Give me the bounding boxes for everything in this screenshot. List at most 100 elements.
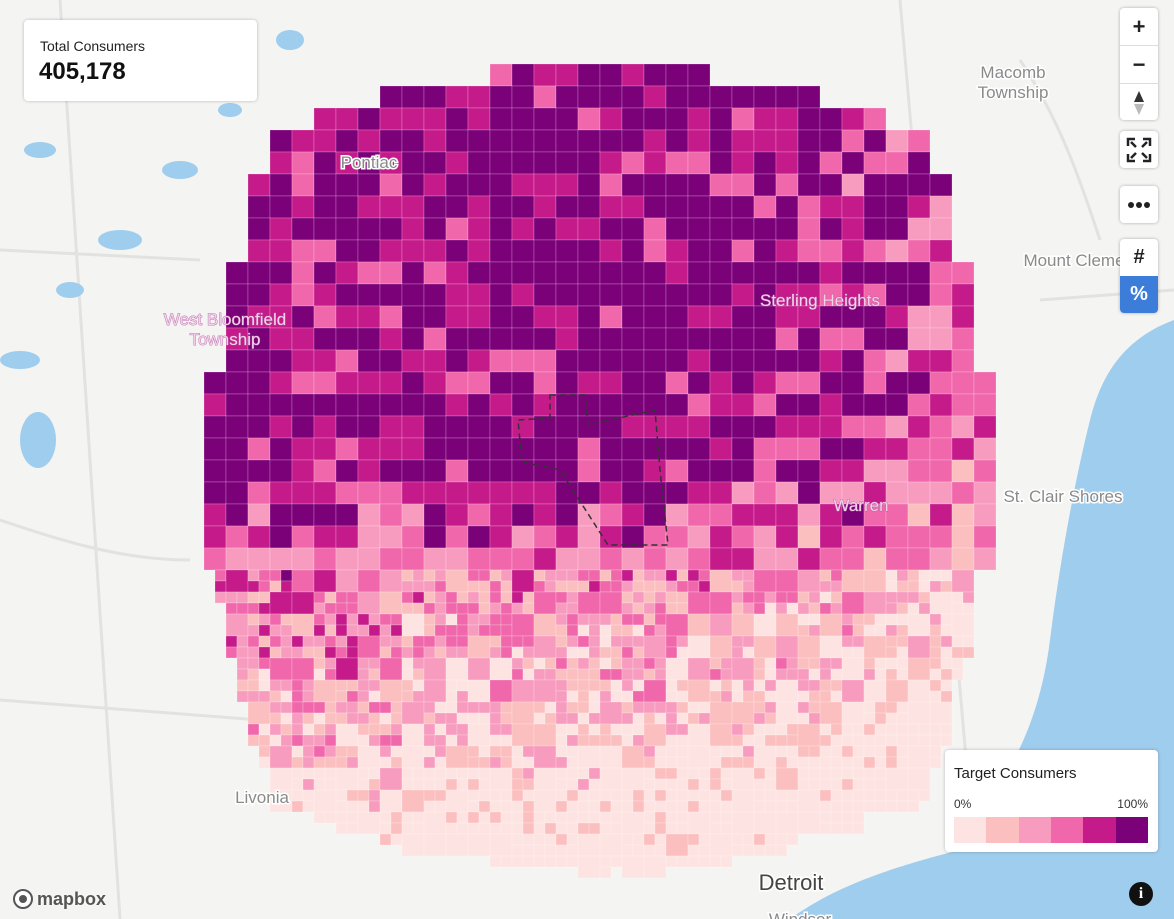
region-cell[interactable] xyxy=(390,701,403,714)
region-cell[interactable] xyxy=(269,701,282,714)
region-cell[interactable] xyxy=(445,833,469,857)
region-cell[interactable] xyxy=(830,756,843,769)
region-cell[interactable] xyxy=(566,613,579,626)
region-cell[interactable] xyxy=(709,129,733,153)
region-cell[interactable] xyxy=(445,239,469,263)
region-cell[interactable] xyxy=(423,767,436,780)
region-cell[interactable] xyxy=(885,723,898,736)
region-cell[interactable] xyxy=(863,415,887,439)
region-cell[interactable] xyxy=(764,844,777,857)
region-cell[interactable] xyxy=(775,261,799,285)
region-cell[interactable] xyxy=(841,756,854,769)
region-cell[interactable] xyxy=(654,624,667,637)
region-cell[interactable] xyxy=(390,756,403,769)
region-cell[interactable] xyxy=(797,613,810,626)
region-cell[interactable] xyxy=(533,811,546,824)
region-cell[interactable] xyxy=(654,580,667,593)
region-cell[interactable] xyxy=(742,734,755,747)
region-cell[interactable] xyxy=(511,195,535,219)
region-cell[interactable] xyxy=(236,679,249,692)
region-cell[interactable] xyxy=(687,239,711,263)
region-cell[interactable] xyxy=(885,173,909,197)
region-cell[interactable] xyxy=(577,657,590,670)
region-cell[interactable] xyxy=(555,349,579,373)
region-cell[interactable] xyxy=(313,679,337,703)
region-cell[interactable] xyxy=(500,701,513,714)
region-cell[interactable] xyxy=(731,745,744,758)
region-cell[interactable] xyxy=(577,85,601,109)
region-cell[interactable] xyxy=(830,734,843,747)
region-cell[interactable] xyxy=(522,602,535,615)
region-cell[interactable] xyxy=(621,569,634,582)
region-cell[interactable] xyxy=(368,668,381,681)
region-cell[interactable] xyxy=(753,833,766,846)
region-cell[interactable] xyxy=(665,503,689,527)
region-cell[interactable] xyxy=(907,437,931,461)
region-cell[interactable] xyxy=(764,602,777,615)
region-cell[interactable] xyxy=(775,173,799,197)
region-cell[interactable] xyxy=(643,701,656,714)
region-cell[interactable] xyxy=(269,217,293,241)
region-cell[interactable] xyxy=(467,712,480,725)
region-cell[interactable] xyxy=(621,701,634,714)
region-cell[interactable] xyxy=(742,679,755,692)
region-cell[interactable] xyxy=(577,327,601,351)
region-cell[interactable] xyxy=(467,327,491,351)
region-cell[interactable] xyxy=(247,679,260,692)
region-cell[interactable] xyxy=(687,327,711,351)
region-cell[interactable] xyxy=(753,437,777,461)
region-cell[interactable] xyxy=(379,591,403,615)
region-cell[interactable] xyxy=(896,602,909,615)
region-cell[interactable] xyxy=(467,789,480,802)
region-cell[interactable] xyxy=(203,437,227,461)
region-cell[interactable] xyxy=(599,767,623,791)
region-cell[interactable] xyxy=(313,723,326,736)
region-cell[interactable] xyxy=(654,613,667,626)
region-cell[interactable] xyxy=(830,580,843,593)
region-cell[interactable] xyxy=(555,85,579,109)
region-cell[interactable] xyxy=(852,624,865,637)
region-cell[interactable] xyxy=(357,712,370,725)
region-cell[interactable] xyxy=(819,778,832,791)
region-cell[interactable] xyxy=(357,305,381,329)
region-cell[interactable] xyxy=(313,635,326,648)
region-cell[interactable] xyxy=(522,668,535,681)
region-cell[interactable] xyxy=(698,855,711,868)
region-cell[interactable] xyxy=(709,239,733,263)
region-cell[interactable] xyxy=(335,547,359,571)
region-cell[interactable] xyxy=(929,679,942,692)
region-cell[interactable] xyxy=(511,668,524,681)
region-cell[interactable] xyxy=(731,239,755,263)
region-cell[interactable] xyxy=(269,371,293,395)
region-cell[interactable] xyxy=(819,690,832,703)
region-cell[interactable] xyxy=(511,173,535,197)
region-cell[interactable] xyxy=(247,415,271,439)
region-cell[interactable] xyxy=(236,591,249,604)
region-cell[interactable] xyxy=(687,129,711,153)
region-cell[interactable] xyxy=(764,690,777,703)
region-cell[interactable] xyxy=(665,349,689,373)
region-cell[interactable] xyxy=(511,811,524,824)
region-cell[interactable] xyxy=(643,547,667,571)
region-cell[interactable] xyxy=(731,756,744,769)
region-cell[interactable] xyxy=(687,580,700,593)
region-cell[interactable] xyxy=(467,624,480,637)
region-cell[interactable] xyxy=(291,657,315,681)
region-cell[interactable] xyxy=(401,107,425,131)
region-cell[interactable] xyxy=(929,195,953,219)
region-cell[interactable] xyxy=(621,415,645,439)
region-cell[interactable] xyxy=(753,327,777,351)
region-cell[interactable] xyxy=(434,767,447,780)
region-cell[interactable] xyxy=(819,327,843,351)
region-cell[interactable] xyxy=(896,646,909,659)
region-cell[interactable] xyxy=(907,547,931,571)
region-cell[interactable] xyxy=(291,679,304,692)
region-cell[interactable] xyxy=(863,701,876,714)
region-cell[interactable] xyxy=(544,668,557,681)
region-cell[interactable] xyxy=(687,107,711,131)
region-cell[interactable] xyxy=(599,503,623,527)
region-cell[interactable] xyxy=(929,635,942,648)
region-cell[interactable] xyxy=(489,217,513,241)
region-cell[interactable] xyxy=(313,778,326,791)
